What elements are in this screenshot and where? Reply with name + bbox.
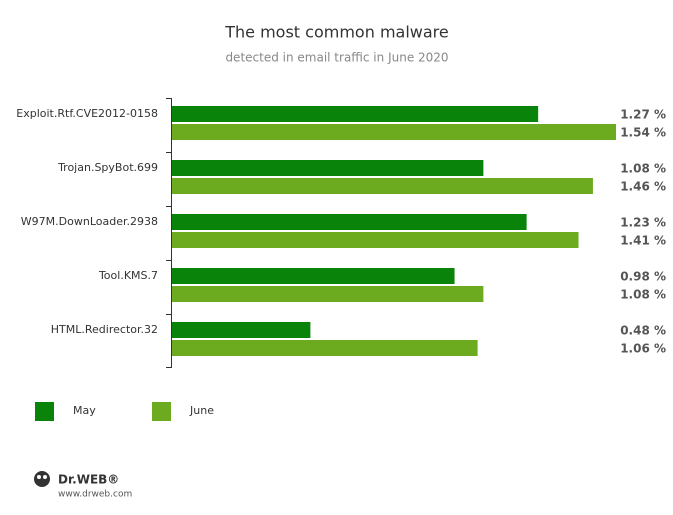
value-label: 1.54 % [620,126,666,140]
value-label: 0.48 % [620,324,666,338]
value-label: 0.98 % [620,270,666,284]
logo-eye [43,475,47,479]
category-label: Exploit.Rtf.CVE2012-0158 [16,107,158,120]
bar [172,160,484,176]
bar [172,178,593,194]
bar [172,322,311,338]
value-label: 1.27 % [620,108,666,122]
legend-label: May [73,404,96,417]
url: www.drweb.com [58,490,132,500]
chart-subtitle: detected in email traffic in June 2020 [225,51,448,65]
chart-title: The most common malware [224,23,448,42]
brand: Dr.WEB® [58,473,119,487]
category-label: HTML.Redirector.32 [51,323,158,336]
value-label: 1.08 % [620,162,666,176]
category-label: Tool.KMS.7 [98,269,158,282]
category-label: Trojan.SpyBot.699 [57,161,158,174]
bar [172,286,484,302]
legend-swatch [35,402,54,421]
category-label: W97M.DownLoader.2938 [21,215,158,228]
logo-icon [34,471,50,487]
value-label: 1.41 % [620,234,666,248]
bar [172,268,455,284]
value-label: 1.23 % [620,216,666,230]
value-label: 1.06 % [620,342,666,356]
bar [172,214,527,230]
value-label: 1.08 % [620,288,666,302]
bar [172,106,539,122]
legend-swatch [152,402,171,421]
value-label: 1.46 % [620,180,666,194]
logo: Dr.WEB® www.drweb.com [34,471,132,500]
legend-label: June [189,404,214,417]
logo-eye [37,475,41,479]
bar [172,124,616,140]
bar [172,232,579,248]
bar [172,340,478,356]
